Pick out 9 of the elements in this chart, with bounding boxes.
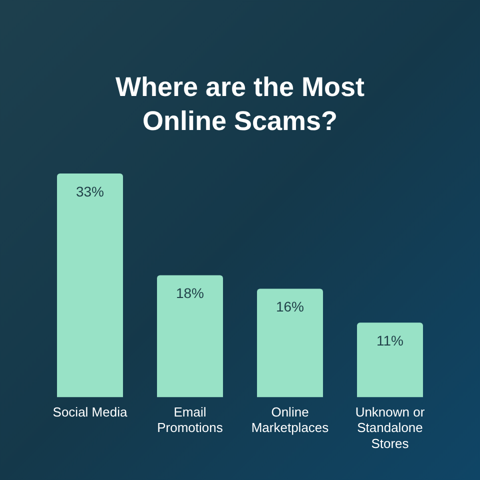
x-tick-label: Social Media	[52, 404, 128, 420]
data-label: 11%	[376, 332, 404, 349]
x-tick-label: Email Promotions	[157, 404, 224, 436]
data-label: 33%	[76, 183, 104, 200]
chart-title: Where are the Most Online Scams?	[114, 71, 366, 138]
data-label: 18%	[176, 285, 204, 302]
x-tick-label: Unknown or Standalone Stores	[355, 404, 426, 451]
x-tick-label: Online Marketplaces	[251, 404, 330, 436]
data-label: 16%	[276, 298, 304, 315]
